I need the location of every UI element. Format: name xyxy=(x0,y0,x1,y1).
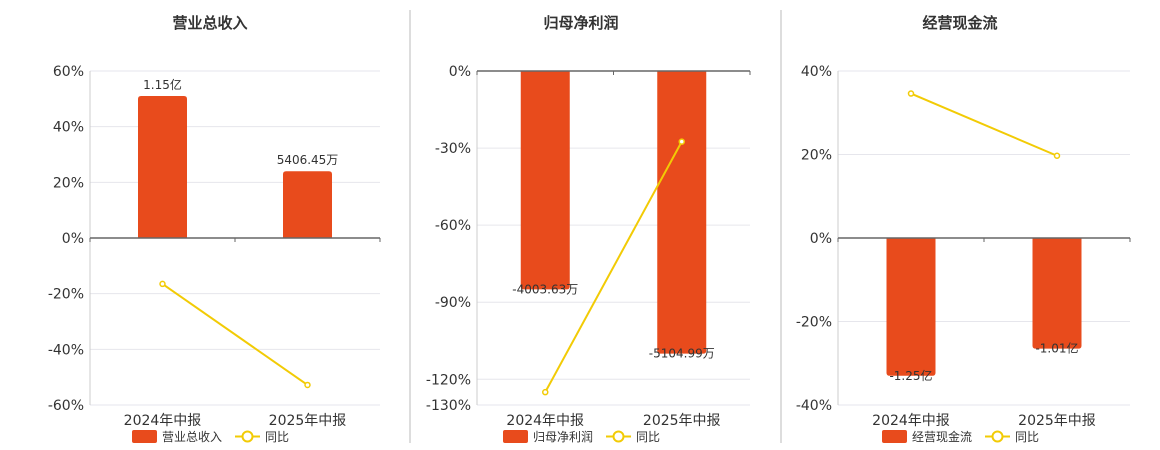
chart-panel-2: 归母净利润 0% -30% -60% -90% -120% -130% -4003.63万 -5… xyxy=(426,14,751,444)
y-tick-label: -130% xyxy=(426,398,471,414)
y-tick-label: 40% xyxy=(801,64,832,80)
legend-label-bar: 经营现金流 xyxy=(912,429,972,444)
bar xyxy=(138,96,187,238)
y-tick-label: -60% xyxy=(48,398,84,414)
legend-swatch-marker xyxy=(612,430,625,443)
y-tick-label: -60% xyxy=(435,218,471,234)
bar xyxy=(886,238,936,376)
y-tick-label: 20% xyxy=(53,175,84,191)
y-tick-label: 20% xyxy=(801,148,832,164)
yoy-point xyxy=(1053,152,1061,160)
legend: 归母净利润 同比 xyxy=(503,430,660,444)
y-tick-label: -90% xyxy=(435,295,471,311)
legend-label-line: 同比 xyxy=(636,430,660,444)
y-tick-label: 60% xyxy=(53,64,84,80)
y-tick-label: 0% xyxy=(449,64,471,80)
bar-data-label: 1.15亿 xyxy=(143,77,182,92)
x-category-label: 2024年中报 xyxy=(872,413,950,429)
x-category-label: 2024年中报 xyxy=(506,413,584,429)
chart-panel-1: 营业总收入 60% 40% 20% 0% -20% -40% -60% 1.15亿 5406.45… xyxy=(48,14,381,444)
yoy-line xyxy=(544,141,683,393)
bar xyxy=(657,71,707,354)
yoy-point xyxy=(678,138,685,145)
legend: 经营现金流 同比 xyxy=(882,429,1039,444)
yoy-line xyxy=(161,283,309,386)
yoy-point xyxy=(159,280,166,288)
bar xyxy=(520,71,570,290)
legend-swatch-bar xyxy=(882,430,907,443)
x-category-label: 2025年中报 xyxy=(269,413,347,429)
y-tick-label: -120% xyxy=(426,372,471,388)
y-tick-label: 40% xyxy=(53,120,84,136)
bar-data-label: -5104.99万 xyxy=(649,347,715,361)
y-tick-label: -40% xyxy=(48,342,84,358)
x-category-label: 2024年中报 xyxy=(124,413,202,429)
bar xyxy=(1032,238,1082,349)
chart-title: 归母净利润 xyxy=(543,14,618,32)
legend-label-bar: 营业总收入 xyxy=(162,430,222,444)
y-tick-label: -20% xyxy=(48,287,84,303)
bar-data-label: -4003.63万 xyxy=(512,282,578,296)
y-tick-label: -20% xyxy=(796,315,832,331)
x-category-label: 2025年中报 xyxy=(1018,413,1096,429)
x-category-label: 2025年中报 xyxy=(643,413,721,429)
legend-label-bar: 归母净利润 xyxy=(533,430,593,444)
y-tick-label: -30% xyxy=(435,141,471,157)
yoy-point xyxy=(542,388,549,396)
legend-label-line: 同比 xyxy=(265,430,289,444)
legend: 营业总收入 同比 xyxy=(132,430,289,444)
bar xyxy=(283,171,332,238)
legend-swatch-marker xyxy=(241,430,254,443)
y-tick-label: 0% xyxy=(810,231,832,247)
chart-title: 营业总收入 xyxy=(172,14,247,32)
yoy-point xyxy=(907,90,915,97)
chart-title: 经营现金流 xyxy=(922,14,997,32)
bar-data-label: -1.01亿 xyxy=(1035,341,1078,356)
legend-swatch-marker xyxy=(991,430,1004,443)
yoy-line xyxy=(910,92,1058,157)
legend-swatch-bar xyxy=(503,430,528,443)
y-tick-label: 0% xyxy=(62,231,84,247)
yoy-point xyxy=(304,381,311,389)
legend-swatch-bar xyxy=(132,430,157,443)
y-tick-label: -40% xyxy=(796,398,832,414)
bar-data-label: 5406.45万 xyxy=(277,153,339,167)
legend-label-line: 同比 xyxy=(1015,430,1039,444)
chart-panel-3: 经营现金流 40% 20% 0% -20% -40% -1.25亿 -1.01亿 2024年中报… xyxy=(796,14,1131,444)
bar-data-label: -1.25亿 xyxy=(889,368,932,383)
